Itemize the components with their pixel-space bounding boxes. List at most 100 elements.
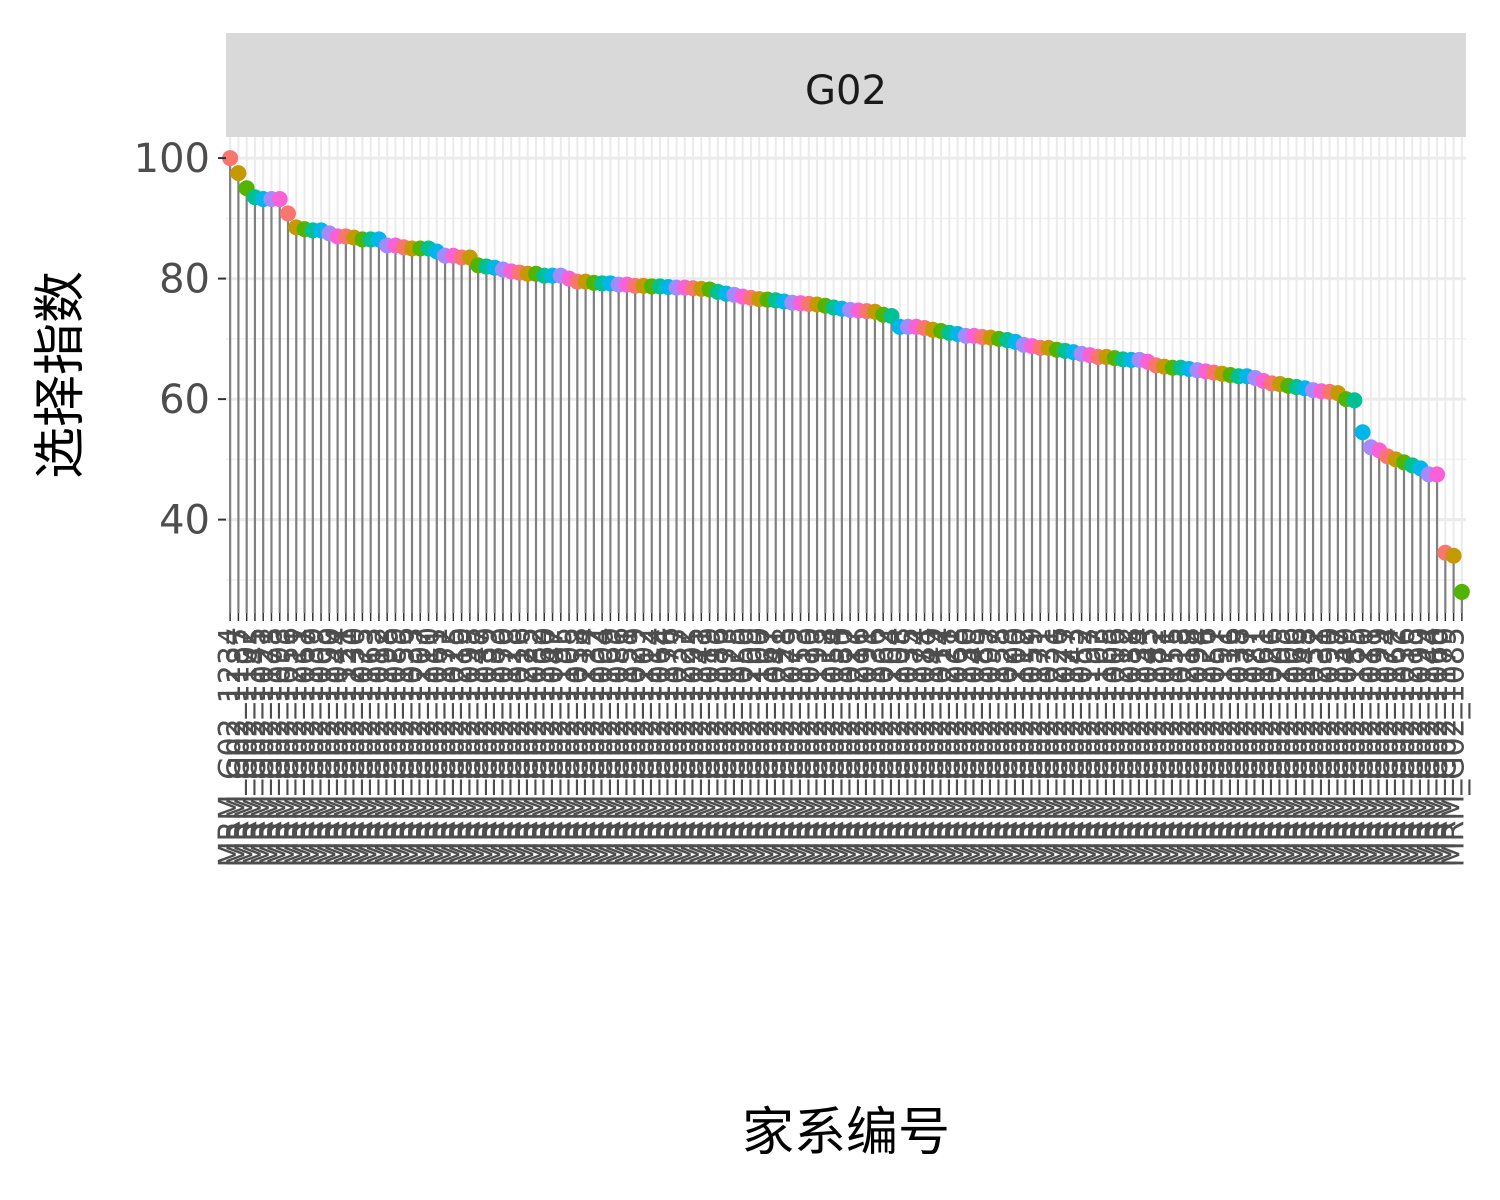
x-tick-label: MRM_G02_1064 [643,627,678,867]
x-tick-label: MRM_G02_1120 [1346,627,1381,867]
x-tick-label: MRM_G02_1134 [1122,627,1157,867]
x-tick-label: MRM_G02_1145 [238,627,273,867]
x-tick-label: MRM_G02_1143 [1056,627,1091,867]
x-tick-label: MRM_G02_1033 [395,627,430,867]
y-tick-label: 40 [159,498,210,544]
x-tick-label: MRM_G02_1081 [1238,627,1273,867]
x-tick-label: MRM_G02_1008 [304,627,339,867]
y-tick-label: 80 [159,257,210,303]
x-tick-label: MRM_G02_1070 [486,627,521,867]
x-tick-label: MRM_G02_1094 [1180,627,1215,867]
data-point [1453,583,1470,600]
x-tick-label: MRM_G02_1112 [1007,627,1042,867]
x-tick-label: MRM_G02_1086 [602,627,637,867]
x-tick-label: MRM_G02_1062 [866,627,901,867]
x-tick-label: MRM_G02_1230 [337,627,372,867]
facet-strip [226,33,1466,137]
x-tick-label: MRM_G02_1084 [908,627,943,867]
x-tick-label: MRM_G02_1057 [1197,627,1232,867]
x-tick-label: MRM_G02_1016 [502,627,537,867]
x-tick-label: MRM_G02_1185 [1337,627,1372,867]
x-tick-label: MRM_G02_1195 [544,627,579,867]
x-tick-label: MRM_G02_1118 [808,627,843,867]
x-tick-label: MRM_G02_1169 [593,627,628,867]
x-tick-label: MRM_G02_1039 [469,627,504,867]
x-tick-label: MRM_G02_1100 [742,627,777,867]
x-tick-label: MRM_G02_1121 [329,627,364,867]
x-tick-label: MRM_G02_1085 [1437,627,1472,867]
x-tick-label: MRM_G02_1163 [354,627,389,867]
x-tick-label: MRM_G02_1029 [618,627,653,867]
x-tick-label: MRM_G02_1160 [527,627,562,867]
x-tick-label: MRM_G02_1088 [1114,627,1149,867]
x-tick-label: MRM_G02_1209 [734,627,769,867]
x-tick-label: MRM_G02_1171 [1023,627,1058,867]
x-tick-label: MRM_G02_1179 [1428,627,1463,867]
lollipop-points [222,150,1470,600]
x-tick-label: MRM_G02_1066 [1280,627,1315,867]
data-point [222,150,239,167]
data-point [1354,424,1371,441]
x-tick-label: MRM_G02_1074 [1370,627,1405,867]
x-tick-label: MRM_G02_1049 [1329,627,1364,867]
x-tick-label: MRM_G02_1006 [1098,627,1133,867]
x-tick-label: MRM_G02_1176 [651,627,686,867]
data-point [1346,392,1363,409]
x-tick-label: MRM_G02_1106 [1271,627,1306,867]
x-tick-label: MRM_G02_1130 [949,627,984,867]
x-tick-label: MRM_G02_1089 [378,627,413,867]
x-tick-label: MRM_G02_1167 [750,627,785,867]
x-tick-label: MRM_G02_1061 [420,627,455,867]
x-tick-label: MRM_G02_1047 [536,627,571,867]
x-tick-label: MRM_G02_1190 [312,627,347,867]
x-tick-label: MRM_G02_1102 [230,627,265,867]
x-tick-label: MRM_G02_1199 [1362,627,1397,867]
x-tick-label: MRM_G02_1077 [1048,627,1083,867]
x-tick-label: MRM_G02_1110 [412,627,447,867]
x-tick-label: MRM_G02_1036 [1387,627,1422,867]
x-tick-label: MRM_G02_1191 [1205,627,1240,867]
x-tick-label: MRM_G02_1153 [784,627,819,867]
x-tick-label: MRM_G02_1180 [825,627,860,867]
x-tick-label: MRM_G02_1219 [445,627,480,867]
x-tick-label: MRM_G02_1147 [461,627,496,867]
y-tick-label: 60 [159,377,210,423]
x-tick-label: MRM_G02_1060 [1420,627,1455,867]
x-tick-label: MRM_G02_1228 [767,627,802,867]
x-tick-label: MRM_G02_1132 [577,627,612,867]
x-tick-label: MRM_G02_1137 [1321,627,1356,867]
x-tick-label: MRM_G02_1149 [916,627,951,867]
x-tick-label: MRM_G02_1215 [1395,627,1430,867]
x-tick-label: MRM_G02_1234 [213,627,248,867]
x-tick-label: MRM_G02_1211 [279,627,314,867]
x-axis: MRM_G02_1234MRM_G02_1187MRM_G02_1102MRM_… [213,613,1472,867]
x-tick-label: MRM_G02_1105 [552,627,587,867]
x-tick-label: MRM_G02_1141 [684,627,719,867]
x-tick-label: MRM_G02_1161 [1246,627,1281,867]
x-tick-label: MRM_G02_1125 [717,627,752,867]
x-tick-label: MRM_G02_1082 [519,627,554,867]
x-tick-label: MRM_G02_1041 [759,627,794,867]
x-tick-label: MRM_G02_1012 [362,627,397,867]
x-tick-label: MRM_G02_1043 [1131,627,1166,867]
x-tick-label: MRM_G02_1038 [1222,627,1257,867]
x-tick-label: MRM_G02_1202 [626,627,661,867]
x-tick-label: MRM_G02_1079 [775,627,810,867]
data-point [271,191,288,208]
x-tick-label: MRM_G02_1010 [792,627,827,867]
x-tick-label: MRM_G02_1025 [436,627,471,867]
x-tick-label: MRM_G02_1056 [271,627,306,867]
data-point [230,165,247,182]
x-tick-label: MRM_G02_1136 [858,627,893,867]
x-tick-label: MRM_G02_1091 [850,627,885,867]
x-tick-label: MRM_G02_1075 [345,627,380,867]
x-tick-label: MRM_G02_1218 [1172,627,1207,867]
x-tick-label: MRM_G02_1172 [428,627,463,867]
x-tick-label: MRM_G02_1200 [998,627,1033,867]
x-tick-label: MRM_G02_1068 [941,627,976,867]
x-tick-label: MRM_G02_1114 [635,627,670,867]
x-tick-label: MRM_G02_1011 [1354,627,1389,867]
x-tick-label: MRM_G02_1099 [1404,627,1439,867]
x-tick-label: MRM_G02_1225 [511,627,546,867]
